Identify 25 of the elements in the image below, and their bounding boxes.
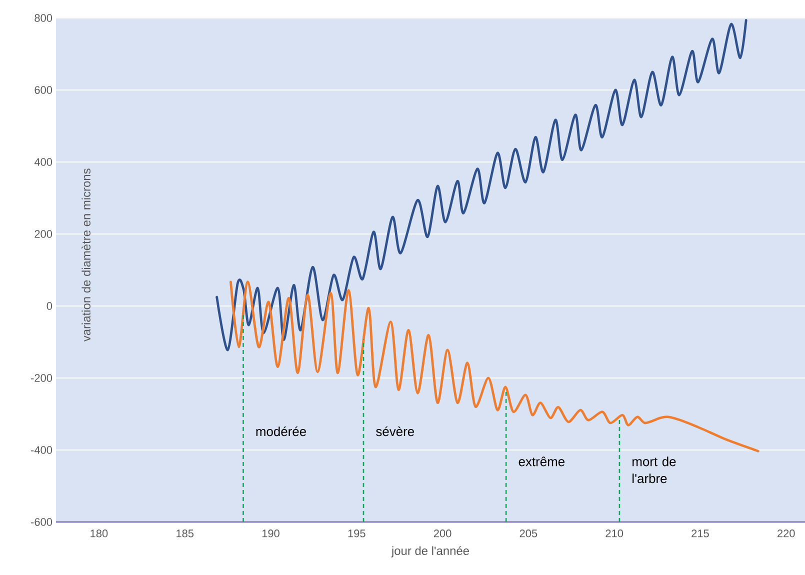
y-tick-label: -200 (31, 374, 52, 382)
x-tick-label: 190 (262, 530, 280, 538)
x-tick-label: 205 (520, 530, 538, 538)
y-tick-label: 0 (46, 302, 52, 310)
x-tick-label: 185 (176, 530, 194, 538)
ref-line-label: sévère (376, 426, 414, 436)
y-tick-label: 200 (34, 230, 52, 238)
x-axis-title: jour de l'année (391, 546, 469, 558)
line-series (216, 18, 748, 352)
y-tick-label: 600 (34, 86, 52, 94)
line-series (230, 280, 760, 452)
y-tick-label: 400 (34, 158, 52, 166)
y-tick-label: 800 (34, 14, 52, 22)
y-tick-label: -600 (31, 518, 52, 526)
x-tick-label: 215 (692, 530, 709, 538)
y-tick-label: -400 (31, 446, 52, 454)
ref-line-label: modérée (256, 426, 306, 436)
x-tick-label: 180 (90, 530, 108, 538)
ref-line-label: extrême (518, 456, 564, 466)
x-tick-label: 195 (348, 530, 366, 538)
y-axis-title: variation de diamètre en microns (82, 168, 90, 342)
x-tick-label: 210 (606, 530, 624, 538)
x-tick-label: 200 (434, 530, 452, 538)
x-tick-label: 220 (778, 530, 795, 538)
ref-line-label: mort de l'arbre (632, 456, 676, 484)
